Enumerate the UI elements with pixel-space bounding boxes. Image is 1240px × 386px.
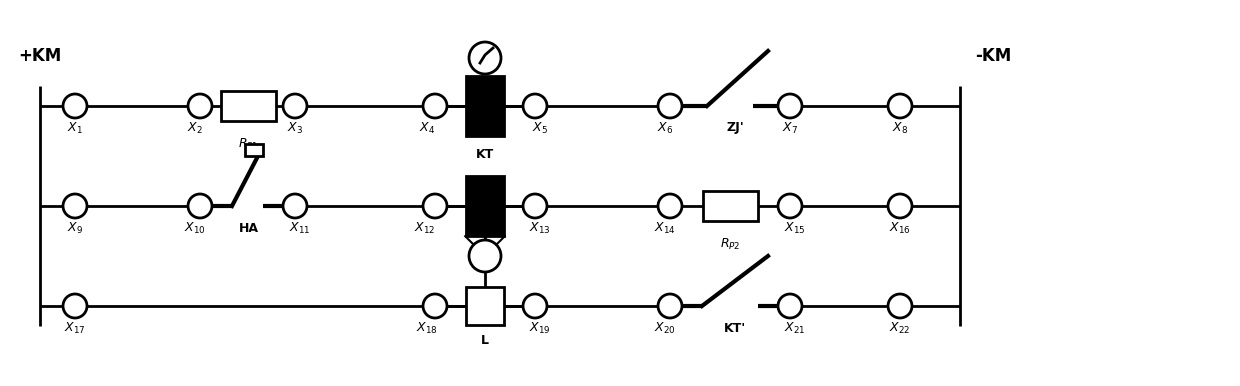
Text: $X_{17}$: $X_{17}$ bbox=[64, 320, 86, 335]
Text: $X_{12}$: $X_{12}$ bbox=[414, 220, 435, 235]
Circle shape bbox=[469, 42, 501, 74]
Text: $R_{P1}$: $R_{P1}$ bbox=[238, 136, 258, 152]
Text: $X_9$: $X_9$ bbox=[67, 220, 83, 235]
Text: $R_{P2}$: $R_{P2}$ bbox=[719, 237, 740, 252]
Circle shape bbox=[523, 194, 547, 218]
Bar bbox=[466, 176, 503, 236]
Text: -KM: -KM bbox=[975, 47, 1012, 65]
Circle shape bbox=[63, 294, 87, 318]
Text: $X_{16}$: $X_{16}$ bbox=[889, 220, 911, 235]
Circle shape bbox=[658, 94, 682, 118]
Bar bbox=[466, 76, 503, 136]
Text: $X_{10}$: $X_{10}$ bbox=[185, 220, 206, 235]
Circle shape bbox=[283, 94, 308, 118]
Text: +KM: +KM bbox=[19, 47, 61, 65]
Circle shape bbox=[658, 194, 682, 218]
Text: ZJ: ZJ bbox=[479, 247, 492, 261]
Circle shape bbox=[523, 294, 547, 318]
Circle shape bbox=[63, 94, 87, 118]
Bar bbox=[703, 191, 758, 221]
Bar bbox=[221, 91, 275, 121]
Circle shape bbox=[188, 194, 212, 218]
Circle shape bbox=[523, 94, 547, 118]
Text: $X_{20}$: $X_{20}$ bbox=[655, 320, 676, 335]
Circle shape bbox=[188, 94, 212, 118]
Bar bbox=[466, 287, 503, 325]
Text: $X_{13}$: $X_{13}$ bbox=[529, 220, 551, 235]
Text: $X_{14}$: $X_{14}$ bbox=[655, 220, 676, 235]
Text: KT: KT bbox=[476, 147, 494, 161]
Circle shape bbox=[423, 294, 446, 318]
Text: $X_7$: $X_7$ bbox=[782, 120, 799, 135]
Circle shape bbox=[423, 94, 446, 118]
Circle shape bbox=[888, 94, 911, 118]
Circle shape bbox=[469, 240, 501, 272]
Circle shape bbox=[888, 294, 911, 318]
Text: $X_{18}$: $X_{18}$ bbox=[417, 320, 438, 335]
Text: $X_5$: $X_5$ bbox=[532, 120, 548, 135]
Text: $X_1$: $X_1$ bbox=[67, 120, 83, 135]
Text: L: L bbox=[481, 335, 489, 347]
Circle shape bbox=[283, 194, 308, 218]
Circle shape bbox=[777, 94, 802, 118]
Text: ZJ': ZJ' bbox=[727, 122, 744, 134]
Circle shape bbox=[423, 194, 446, 218]
Text: $X_3$: $X_3$ bbox=[286, 120, 303, 135]
Text: $X_{11}$: $X_{11}$ bbox=[289, 220, 311, 235]
Text: $X_6$: $X_6$ bbox=[657, 120, 673, 135]
Bar bbox=[246, 144, 263, 156]
Text: $X_2$: $X_2$ bbox=[187, 120, 203, 135]
Text: HA: HA bbox=[239, 222, 259, 235]
Text: $X_8$: $X_8$ bbox=[892, 120, 908, 135]
Text: $X_{19}$: $X_{19}$ bbox=[529, 320, 551, 335]
Text: $X_{22}$: $X_{22}$ bbox=[889, 320, 910, 335]
Circle shape bbox=[63, 194, 87, 218]
Text: KT': KT' bbox=[724, 322, 746, 335]
Text: $X_{21}$: $X_{21}$ bbox=[785, 320, 806, 335]
Circle shape bbox=[658, 294, 682, 318]
Text: $X_{15}$: $X_{15}$ bbox=[784, 220, 806, 235]
Circle shape bbox=[777, 294, 802, 318]
Text: $X_4$: $X_4$ bbox=[419, 120, 435, 135]
Circle shape bbox=[888, 194, 911, 218]
Circle shape bbox=[777, 194, 802, 218]
